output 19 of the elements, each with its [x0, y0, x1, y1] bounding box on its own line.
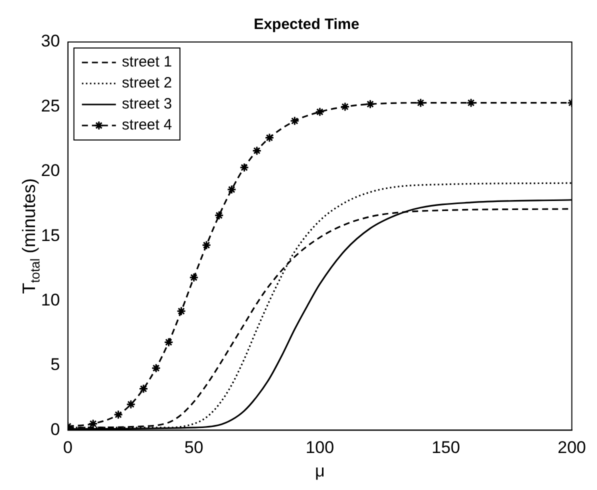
- x-tick-label: 0: [63, 438, 73, 458]
- legend-label: street 1: [122, 54, 172, 71]
- x-tick-label: 150: [432, 438, 460, 458]
- legend-label: street 3: [122, 96, 172, 113]
- legend-label: street 2: [122, 74, 172, 92]
- x-tick-label: 100: [306, 438, 334, 458]
- legend-label: street 4: [122, 116, 172, 134]
- y-tick-label: 5: [50, 355, 60, 374]
- chart-title: Expected Time: [254, 16, 360, 34]
- y-tick-label: 0: [50, 420, 60, 439]
- y-tick-label: 10: [40, 290, 60, 310]
- y-tick-label: 25: [40, 96, 60, 116]
- x-tick-label: 50: [184, 438, 204, 458]
- x-tick-label: 200: [558, 438, 586, 458]
- y-tick-label: 20: [40, 161, 60, 180]
- y-axis-title: Ttotal (minutes): [18, 178, 43, 294]
- y-tick-label: 30: [40, 32, 60, 51]
- y-tick-label: 15: [40, 226, 60, 245]
- x-axis-title: μ: [314, 461, 325, 480]
